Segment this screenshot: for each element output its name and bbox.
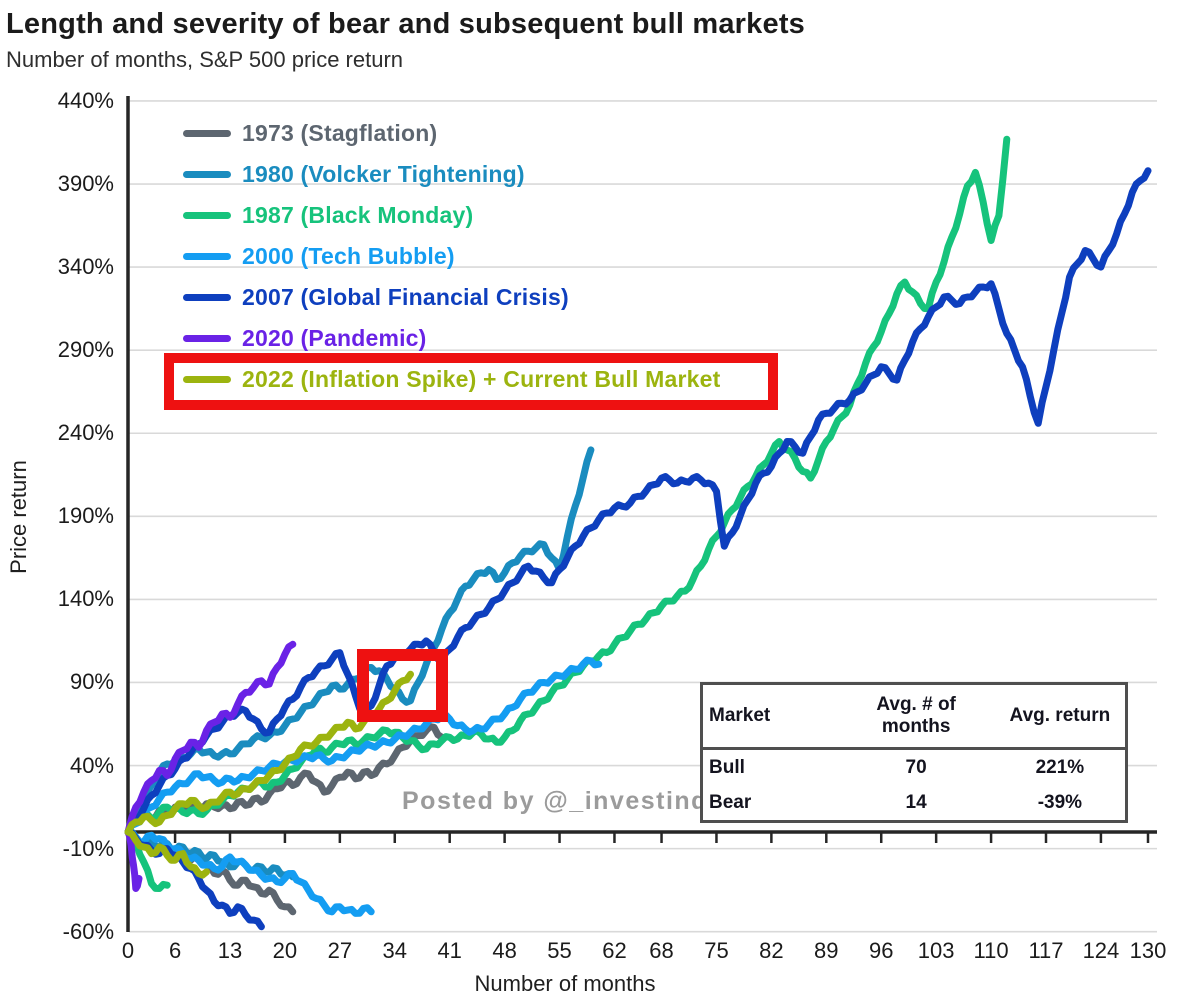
summary-table: Market Avg. # of months Avg. return Bull… [700, 682, 1128, 823]
y-tick-label: -60% [62, 918, 114, 944]
y-tick-label: 240% [57, 420, 114, 446]
legend-line-swatch [183, 253, 231, 260]
series-s2007-bull-line [124, 167, 1152, 836]
legend-item-2007: 2007 (Global Financial Crisis) [183, 277, 721, 318]
legend-line-swatch [183, 130, 231, 137]
y-tick-label: 40% [69, 752, 114, 778]
y-tick-label: 340% [57, 254, 114, 280]
x-tick-label: 96 [868, 938, 894, 963]
legend: 1973 (Stagflation) 1980 (Volcker Tighten… [183, 113, 721, 400]
x-tick-label: 55 [547, 938, 572, 963]
legend-line-swatch [183, 171, 231, 178]
table-row-bull: Bull 70 221% [702, 749, 1127, 786]
series-s2000-bull-line [124, 656, 603, 836]
legend-item-label: 1987 (Black Monday) [242, 202, 474, 228]
y-tick-label: -10% [62, 835, 114, 861]
legend-item-1973: 1973 (Stagflation) [183, 113, 721, 154]
x-tick-label: 130 [1129, 938, 1167, 963]
series-s2020-bull-line [124, 640, 297, 836]
bear-avg-return: -39% [1037, 791, 1083, 813]
x-tick-label: 34 [382, 938, 407, 963]
legend-item-1987: 1987 (Black Monday) [183, 195, 721, 236]
page-subtitle: Number of months, S&P 500 price return [6, 47, 404, 72]
legend-item-2020: 2020 (Pandemic) [183, 318, 721, 359]
table-header-avg-return: Avg. return [994, 683, 1127, 750]
page-title: Length and severity of bear and subseque… [6, 8, 806, 40]
bull-avg-return: 221% [1035, 756, 1085, 778]
series-s2022-bear-line [124, 828, 210, 879]
legend-item-label: 1980 (Volcker Tightening) [242, 161, 525, 187]
watermark: Posted by @_investinq [402, 787, 708, 815]
legend-item-1980: 1980 (Volcker Tightening) [183, 154, 721, 195]
legend-item-2000: 2000 (Tech Bubble) [183, 236, 721, 277]
x-tick-label: 103 [917, 938, 955, 963]
legend-line-swatch [183, 294, 231, 301]
x-tick-label: 48 [492, 938, 517, 963]
x-tick-label: 82 [759, 938, 784, 963]
y-tick-label: 290% [57, 337, 114, 363]
x-tick-label: 6 [168, 938, 182, 963]
series-s1980-bear-line [124, 828, 297, 881]
table-header-row: Market Avg. # of months Avg. return [701, 683, 1127, 750]
bull-avg-months: 70 [905, 756, 927, 778]
legend-item-label: 2007 (Global Financial Crisis) [242, 284, 569, 310]
legend-item-label: 2022 (Inflation Spike) + Current Bull Ma… [242, 366, 721, 392]
x-tick-label: 41 [437, 938, 462, 963]
x-tick-label: 75 [704, 938, 729, 963]
legend-item-label: 2020 (Pandemic) [242, 325, 427, 351]
chart-annotation-box [357, 649, 449, 723]
series-s1987-bull-line [124, 135, 1011, 836]
series-s2020-bear-line [124, 828, 143, 892]
bear-avg-months: 14 [905, 791, 927, 813]
table-row-bear: Bear 14 -39% [702, 785, 1127, 822]
y-tick-label: 90% [69, 669, 114, 695]
legend-item-label: 2000 (Tech Bubble) [242, 243, 455, 269]
x-tick-label: 124 [1082, 938, 1120, 963]
legend-item-label: 1973 (Stagflation) [242, 120, 438, 146]
bear-label: Bear [709, 791, 752, 813]
legend-line-swatch [183, 376, 231, 383]
legend-line-swatch [183, 335, 231, 342]
x-tick-label: 117 [1028, 938, 1064, 963]
y-tick-label: 190% [57, 503, 114, 529]
x-tick-label: 13 [217, 938, 243, 963]
x-tick-label: 62 [602, 938, 627, 963]
x-axis-title: Number of months [474, 971, 656, 996]
table-header-market: Market [701, 683, 838, 750]
legend-line-swatch [183, 212, 231, 219]
x-tick-label: 110 [973, 938, 1009, 963]
x-tick-label: 0 [121, 938, 135, 963]
x-tick-label: 68 [649, 938, 674, 963]
y-tick-label: 140% [57, 586, 114, 612]
series-s2000-bear-line [124, 828, 375, 917]
y-tick-label: 390% [57, 171, 114, 196]
x-tick-label: 20 [272, 938, 298, 963]
legend-item-2022: 2022 (Inflation Spike) + Current Bull Ma… [183, 359, 721, 400]
x-tick-label: 89 [814, 938, 839, 963]
y-axis-title: Price return [6, 460, 31, 574]
x-tick-label: 27 [327, 938, 353, 963]
y-tick-label: 440% [57, 87, 114, 113]
bull-label: Bull [709, 756, 745, 778]
legend-highlight-box [164, 353, 778, 410]
table-header-avg-months: Avg. # of months [837, 683, 995, 750]
